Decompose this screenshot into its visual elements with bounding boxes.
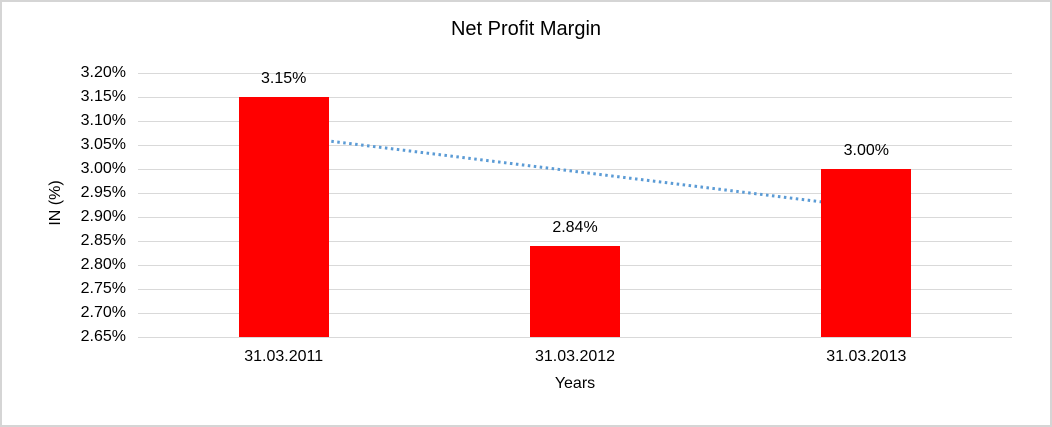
chart-title: Net Profit Margin	[450, 18, 602, 40]
x-category-label: 31.03.2013	[826, 348, 907, 365]
y-tick-label: 2.75%	[80, 280, 126, 297]
y-tick-label: 3.10%	[80, 112, 126, 129]
bar	[821, 169, 912, 337]
y-tick-label: 3.05%	[80, 136, 126, 153]
y-tick-label: 2.95%	[80, 184, 126, 201]
gridline	[138, 241, 1012, 242]
y-tick-label: 2.70%	[80, 304, 126, 321]
x-category-label: 31.03.2011	[244, 348, 324, 365]
y-tick-label: 2.80%	[80, 256, 126, 273]
gridline	[138, 121, 1012, 122]
gridline	[138, 73, 1012, 74]
y-tick-label: 3.15%	[80, 88, 126, 105]
y-tick-label: 2.90%	[80, 208, 126, 225]
y-tick-label: 2.85%	[80, 232, 126, 249]
x-axis-title: Years	[554, 375, 596, 392]
bar	[530, 245, 620, 337]
y-tick-label: 3.00%	[80, 160, 126, 177]
bar-value-label: 3.15%	[260, 70, 307, 87]
bar	[238, 97, 329, 337]
y-tick-label: 3.20%	[80, 64, 126, 81]
gridline	[138, 217, 1012, 218]
gridline	[138, 337, 1012, 338]
bar-value-label: 3.00%	[843, 142, 890, 159]
x-category-label: 31.03.2012	[534, 348, 616, 365]
gridline	[138, 97, 1012, 98]
y-tick-label: 2.65%	[80, 328, 126, 345]
bar-value-label: 2.84%	[552, 218, 598, 236]
